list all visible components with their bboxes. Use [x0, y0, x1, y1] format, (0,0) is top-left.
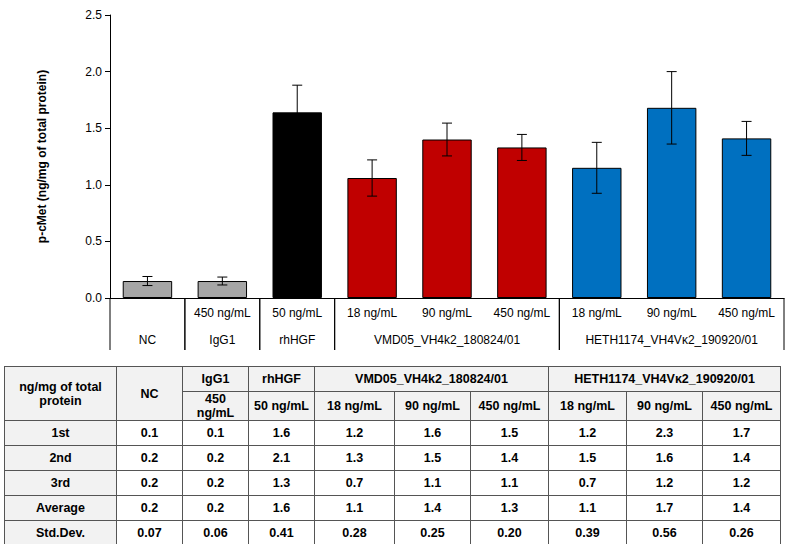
html-text:0.28: 0.28	[342, 526, 367, 540]
html-text:450 ng/mL: 450 ng/mL	[196, 392, 235, 420]
svg-text:0.5: 0.5	[85, 234, 102, 248]
html-text:1.6: 1.6	[272, 501, 291, 515]
html-text:0.26: 0.26	[729, 526, 754, 540]
svg-text:0.0: 0.0	[85, 291, 102, 305]
html-text:1.1: 1.1	[423, 476, 442, 490]
html-text:90 ng/mL: 90 ng/mL	[637, 399, 692, 413]
html-text:IgG1: IgG1	[201, 372, 230, 386]
html-text:ng/mg of total protein: ng/mg of total protein	[19, 379, 102, 408]
html-text:rhHGF: rhHGF	[262, 372, 301, 386]
html-text:1.1: 1.1	[345, 501, 364, 515]
svg-text:50 ng/mL: 50 ng/mL	[272, 306, 322, 320]
html-text:1.4: 1.4	[500, 451, 519, 465]
html-text:0.2: 0.2	[206, 476, 225, 490]
html-text:1.6: 1.6	[655, 451, 674, 465]
html-text:2.3: 2.3	[655, 426, 674, 440]
html-text:1.4: 1.4	[423, 501, 442, 515]
html-text:HETH1174_VH4Vκ2_190920/01: HETH1174_VH4Vκ2_190920/01	[574, 372, 755, 386]
html-text:0.7: 0.7	[578, 476, 597, 490]
html-text:1.6: 1.6	[423, 426, 442, 440]
html-text:450 ng/mL: 450 ng/mL	[478, 399, 541, 413]
svg-text:NC: NC	[139, 333, 157, 347]
svg-text:1.0: 1.0	[85, 178, 102, 192]
html-text:1.5: 1.5	[578, 451, 597, 465]
svg-text:IgG1: IgG1	[209, 333, 235, 347]
html-text:1.3: 1.3	[272, 476, 291, 490]
svg-text:rhHGF: rhHGF	[279, 333, 315, 347]
html-text:0.2: 0.2	[140, 451, 159, 465]
html-text:1.2: 1.2	[655, 476, 674, 490]
svg-text:18 ng/mL: 18 ng/mL	[572, 306, 622, 320]
html-text:1st: 1st	[51, 426, 70, 440]
html-text:1.6: 1.6	[272, 426, 291, 440]
svg-text:HETH1174_VH4Vκ2_190920/01: HETH1174_VH4Vκ2_190920/01	[585, 333, 758, 347]
html-text:0.2: 0.2	[206, 451, 225, 465]
html-text:0.2: 0.2	[206, 501, 225, 515]
svg-text:VMD05_VH4k2_180824/01: VMD05_VH4k2_180824/01	[374, 333, 520, 347]
html-text:1.1: 1.1	[578, 501, 597, 515]
html-text:0.06: 0.06	[203, 526, 228, 540]
html-text:0.7: 0.7	[345, 476, 364, 490]
svg-text:450 ng/mL: 450 ng/mL	[194, 306, 251, 320]
html-text:1.1: 1.1	[500, 476, 519, 490]
html-text:1.4: 1.4	[732, 451, 751, 465]
html-text:2.1: 2.1	[272, 451, 291, 465]
html-text:3rd: 3rd	[50, 476, 71, 490]
html-text:1.3: 1.3	[500, 501, 519, 515]
svg-text:90 ng/mL: 90 ng/mL	[422, 306, 472, 320]
svg-text:450 ng/mL: 450 ng/mL	[718, 306, 775, 320]
html-text:0.1: 0.1	[140, 426, 159, 440]
html-text:0.20: 0.20	[497, 526, 522, 540]
html-text:Std.Dev.: Std.Dev.	[36, 526, 85, 540]
html-text:0.25: 0.25	[420, 526, 445, 540]
html-text:50 ng/mL: 50 ng/mL	[254, 399, 309, 413]
html-text:90 ng/mL: 90 ng/mL	[405, 399, 460, 413]
svg-text:p-cMet (ng/mg of total protein: p-cMet (ng/mg of total protein)	[35, 70, 49, 243]
html-text:0.07: 0.07	[137, 526, 162, 540]
html-text:18 ng/mL: 18 ng/mL	[327, 399, 382, 413]
html-text:VMD05_VH4k2_180824/01: VMD05_VH4k2_180824/01	[355, 372, 508, 386]
html-text:0.56: 0.56	[652, 526, 677, 540]
html-text:0.41: 0.41	[269, 526, 294, 540]
svg-text:18 ng/mL: 18 ng/mL	[347, 306, 397, 320]
html-text:1.2: 1.2	[732, 476, 751, 490]
svg-text:450 ng/mL: 450 ng/mL	[494, 306, 551, 320]
svg-text:2.0: 2.0	[85, 65, 102, 79]
svg-text:1.5: 1.5	[85, 121, 102, 135]
html-text:NC: NC	[140, 386, 159, 401]
html-text:0.1: 0.1	[206, 426, 225, 440]
html-text:2nd: 2nd	[49, 451, 72, 465]
html-text:0.2: 0.2	[140, 501, 159, 515]
html-text:1.7: 1.7	[655, 501, 674, 515]
html-text:18 ng/mL: 18 ng/mL	[560, 399, 615, 413]
html-text:1.2: 1.2	[345, 426, 364, 440]
html-text:1.7: 1.7	[732, 426, 751, 440]
svg-text:2.5: 2.5	[85, 8, 102, 22]
html-text:1.4: 1.4	[732, 501, 751, 515]
html-text:Average: Average	[36, 501, 85, 515]
html-text:0.2: 0.2	[140, 476, 159, 490]
html-text:1.5: 1.5	[423, 451, 442, 465]
html-text:0.39: 0.39	[575, 526, 600, 540]
html-text:450 ng/mL: 450 ng/mL	[710, 399, 773, 413]
svg-text:90 ng/mL: 90 ng/mL	[647, 306, 697, 320]
html-text:1.2: 1.2	[578, 426, 597, 440]
html-text:1.3: 1.3	[345, 451, 364, 465]
html-text:1.5: 1.5	[500, 426, 519, 440]
